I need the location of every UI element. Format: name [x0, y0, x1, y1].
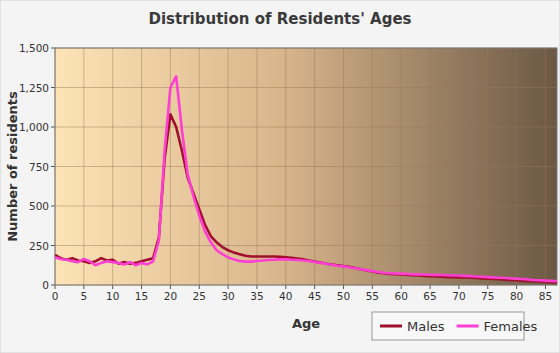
- tick-label: 20: [164, 290, 177, 302]
- chart: Distribution of Residents' Ages025050075…: [0, 0, 560, 353]
- tick: [170, 285, 171, 289]
- grid-line: [141, 48, 142, 285]
- tick: [430, 285, 431, 289]
- grid-line: [314, 48, 315, 285]
- lines: [55, 76, 557, 282]
- tick-label: 65: [423, 290, 436, 302]
- grid-line: [55, 87, 557, 88]
- tick-label: 750: [29, 161, 49, 173]
- tick: [51, 285, 55, 286]
- series-line: [55, 76, 557, 281]
- tick: [516, 285, 517, 289]
- tick: [401, 285, 402, 289]
- grid-line: [372, 48, 373, 285]
- tick: [314, 285, 315, 289]
- grid-line: [516, 48, 517, 285]
- tick-label: 10: [106, 290, 119, 302]
- legend-label: Males: [407, 319, 445, 334]
- grid-line: [55, 245, 557, 246]
- tick-label: 60: [395, 290, 408, 302]
- tick-label: 35: [250, 290, 263, 302]
- tick: [112, 285, 113, 289]
- tick: [487, 285, 488, 289]
- grid-line: [430, 48, 431, 285]
- grid-line: [401, 48, 402, 285]
- tick: [55, 285, 56, 289]
- tick-label: 55: [366, 290, 379, 302]
- grid-line: [487, 48, 488, 285]
- tick: [228, 285, 229, 289]
- tick-label: 5: [81, 290, 88, 302]
- tick-label: 30: [221, 290, 234, 302]
- tick-label: 50: [337, 290, 350, 302]
- series-line: [55, 114, 557, 282]
- tick: [372, 285, 373, 289]
- grid-line: [285, 48, 286, 285]
- tick: [51, 166, 55, 167]
- grid-line: [112, 48, 113, 285]
- plot-frame: [55, 48, 557, 285]
- tick-label: 45: [308, 290, 321, 302]
- tick: [343, 285, 344, 289]
- tick-label: 85: [539, 290, 552, 302]
- grid-line: [55, 206, 557, 207]
- grid-line: [83, 48, 84, 285]
- tick-label: 0: [42, 279, 49, 291]
- tick-label: 25: [193, 290, 206, 302]
- tick-label: 40: [279, 290, 292, 302]
- legend-label: Females: [484, 319, 538, 334]
- tick: [545, 285, 546, 289]
- legend-key: [457, 325, 479, 328]
- tick: [51, 245, 55, 246]
- tick: [83, 285, 84, 289]
- grid-line: [458, 48, 459, 285]
- grid-line: [170, 48, 171, 285]
- tick-label: 0: [52, 290, 59, 302]
- grid-line: [55, 127, 557, 128]
- tick-label: 1,000: [19, 121, 49, 133]
- tick: [51, 48, 55, 49]
- tick-label: 75: [481, 290, 494, 302]
- tick: [199, 285, 200, 289]
- tick-label: 250: [29, 240, 49, 252]
- background: [0, 0, 560, 353]
- y-axis-label: Number of residents: [5, 91, 20, 242]
- tick: [51, 87, 55, 88]
- grid-line: [256, 48, 257, 285]
- tick: [256, 285, 257, 289]
- title: Distribution of Residents' Ages: [149, 10, 412, 28]
- tick-label: 1,250: [19, 82, 49, 94]
- grid-line: [545, 48, 546, 285]
- grid-line: [199, 48, 200, 285]
- grid-line: [343, 48, 344, 285]
- tick: [285, 285, 286, 289]
- tick-label: 1,500: [19, 42, 49, 54]
- x-axis-label: Age: [292, 316, 320, 331]
- tick-label: 70: [452, 290, 465, 302]
- tick: [458, 285, 459, 289]
- tick-label: 500: [29, 200, 49, 212]
- tick: [51, 127, 55, 128]
- tick: [141, 285, 142, 289]
- tick-label: 15: [135, 290, 148, 302]
- plot-area: [55, 48, 557, 285]
- tick-label: 80: [510, 290, 523, 302]
- legend-key: [380, 325, 402, 328]
- tick: [51, 206, 55, 207]
- grid-line: [55, 166, 557, 167]
